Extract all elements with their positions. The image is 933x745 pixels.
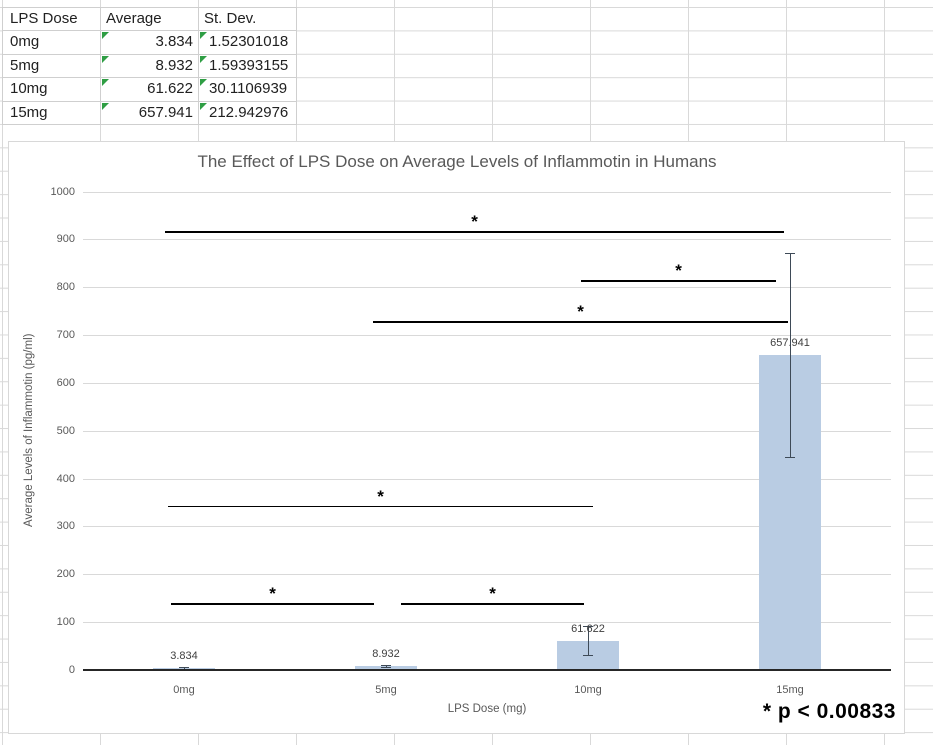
chart[interactable]: The Effect of LPS Dose on Average Levels… (8, 141, 905, 734)
cell-average[interactable]: 61.622 (101, 78, 199, 102)
cell-stdev[interactable]: 1.59393155 (199, 54, 297, 79)
x-tick-label: 10mg (574, 684, 602, 696)
significance-line (373, 321, 788, 323)
plot-area: 0 100 200 300 400 500 600 700 800 900 1000 3.834 0mg… (9, 142, 904, 733)
cell-dose[interactable]: 0mg (3, 31, 101, 55)
p-value-note: * p < 0.00833 (762, 700, 896, 723)
header-cell-lps-dose[interactable]: LPS Dose (3, 8, 101, 32)
header-cell-stdev[interactable]: St. Dev. (199, 8, 297, 32)
error-bar-cap (381, 666, 391, 668)
significance-line (165, 231, 784, 233)
chart-title: The Effect of LPS Dose on Average Levels… (197, 152, 717, 171)
y-tick-label: 600 (56, 376, 75, 389)
y-tick-label: 1000 (50, 185, 75, 198)
number-as-text-triangle-icon (200, 55, 207, 63)
number-as-text-triangle-icon (102, 55, 109, 63)
cell-stdev-value: 212.942976 (209, 103, 289, 121)
number-as-text-triangle-icon (200, 79, 207, 87)
cell-dose[interactable]: 5mg (3, 54, 101, 79)
y-gridline (83, 526, 891, 528)
y-tick-label: 400 (56, 472, 75, 485)
significance-line (401, 603, 584, 605)
significance-asterisk: * (675, 261, 682, 280)
cell-average-value: 61.622 (147, 80, 193, 98)
cell-stdev[interactable]: 30.1106939 (199, 78, 297, 102)
number-as-text-triangle-icon (200, 32, 207, 40)
error-bar (789, 253, 791, 458)
y-tick-label: 800 (56, 281, 75, 294)
cell-average-value: 657.941 (138, 103, 193, 121)
error-bar-cap (785, 253, 795, 255)
significance-asterisk: * (489, 584, 496, 603)
number-as-text-triangle-icon (102, 32, 109, 40)
y-gridline (83, 239, 891, 241)
bar[interactable] (355, 665, 417, 670)
cell-average[interactable]: 8.932 (101, 54, 199, 79)
number-as-text-triangle-icon (102, 79, 109, 87)
significance-asterisk: * (377, 486, 384, 506)
cell-stdev-value: 1.59393155 (209, 56, 289, 74)
error-bar-cap (583, 654, 593, 656)
significance-line (581, 280, 776, 282)
x-axis-line (83, 669, 891, 671)
y-gridline (83, 382, 891, 384)
cell-stdev-value: 1.52301018 (209, 33, 289, 51)
cell-stdev[interactable]: 212.942976 (199, 101, 297, 125)
cell-stdev-value: 30.1106939 (209, 80, 288, 98)
data-label: 657.941 (770, 337, 810, 350)
significance-asterisk: * (471, 212, 478, 232)
significance-asterisk: * (577, 302, 584, 322)
error-bar-cap (785, 457, 795, 459)
error-bar-cap (179, 667, 189, 669)
cell-average-value: 8.932 (155, 56, 193, 74)
x-tick-label: 15mg (776, 684, 804, 696)
y-gridline (83, 430, 891, 432)
cell-average[interactable]: 657.941 (101, 101, 199, 125)
y-tick-label: 100 (56, 616, 75, 629)
y-gridline (83, 478, 891, 480)
x-tick-label: 5mg (375, 684, 397, 696)
significance-asterisk: * (269, 584, 276, 603)
significance-line (171, 603, 374, 605)
y-tick-label: 700 (56, 329, 75, 342)
cell-average-value: 3.834 (155, 33, 193, 51)
x-tick-label: 0mg (173, 684, 195, 696)
y-gridline (83, 287, 891, 289)
number-as-text-triangle-icon (200, 102, 207, 110)
y-tick-label: 200 (56, 568, 75, 581)
data-label: 61.622 (571, 622, 605, 635)
cell-stdev[interactable]: 1.52301018 (199, 31, 297, 55)
data-table: LPS Dose Average St. Dev. 0mg 3.834 1.52… (2, 7, 297, 125)
error-bar (587, 626, 589, 655)
significance-line (168, 505, 593, 508)
y-gridline (83, 335, 891, 337)
data-label: 8.932 (372, 647, 400, 660)
error-bar-cap (381, 665, 391, 666)
y-gridline (83, 622, 891, 624)
y-tick-label: 500 (56, 424, 75, 437)
error-bar-cap (583, 626, 593, 628)
y-gridline (83, 574, 891, 576)
cell-dose[interactable]: 10mg (3, 78, 101, 102)
header-cell-average[interactable]: Average (101, 8, 199, 32)
data-label: 3.834 (170, 650, 198, 663)
x-axis-title: LPS Dose (mg) (447, 703, 527, 715)
y-tick-label: 900 (56, 233, 75, 246)
number-as-text-triangle-icon (102, 102, 109, 110)
y-gridline (83, 191, 891, 193)
y-tick-label: 0 (68, 664, 75, 676)
cell-dose[interactable]: 15mg (3, 101, 101, 125)
y-tick-label: 300 (56, 520, 75, 533)
cell-average[interactable]: 3.834 (101, 31, 199, 55)
